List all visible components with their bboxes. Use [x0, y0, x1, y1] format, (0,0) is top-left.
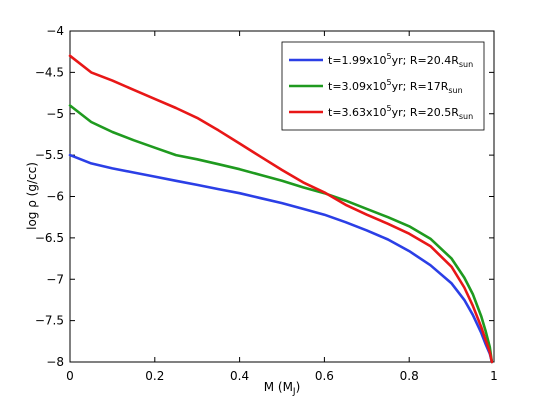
y-tick-label: −5	[46, 107, 64, 121]
legend-label-main: t=1.99x10	[328, 54, 387, 67]
legend-label: t=3.63x105yr; R=20.5Rsun	[328, 104, 473, 121]
x-axis-label-sub: J	[292, 387, 296, 397]
x-axis-label: M (MJ)	[264, 380, 301, 397]
x-tick-label: 0.6	[315, 369, 334, 383]
legend-label-rest: yr; R=20.5R	[392, 106, 460, 119]
legend-label-sub: sun	[448, 86, 462, 95]
legend-label-main: t=3.09x10	[328, 80, 387, 93]
y-tick-label: −6	[46, 190, 64, 204]
y-tick-label: −4	[46, 24, 64, 38]
x-tick-label: 1	[490, 369, 498, 383]
y-tick-label: −7.5	[35, 314, 64, 328]
axis-ticks: 0 0.2 0.4 0.6 0.8 1 −8 −7.5 −7 −6.5 −6 −5.5 −5 −4.5 −4	[35, 24, 498, 383]
series-line-3	[68, 54, 494, 364]
legend-label: t=3.09x105yr; R=17Rsun	[328, 78, 463, 95]
legend-label-sub: sun	[459, 112, 473, 121]
legend-item-1: t=1.99x105yr; R=20.4Rsun	[289, 52, 473, 69]
y-tick-label: −7	[46, 272, 64, 286]
series-lines	[68, 54, 494, 364]
y-tick-label: −4.5	[35, 65, 64, 79]
legend-label: t=1.99x105yr; R=20.4Rsun	[328, 52, 473, 69]
legend-label-sub: sun	[459, 60, 473, 69]
legend-label-rest: yr; R=20.4R	[392, 54, 460, 67]
legend-label-sup: 5	[387, 78, 392, 87]
x-tick-label: 0	[66, 369, 74, 383]
legend-label-main: t=3.63x10	[328, 106, 387, 119]
x-tick-label: 0.4	[230, 369, 249, 383]
y-tick-label: −8	[46, 355, 64, 369]
legend-label-sup: 5	[387, 104, 392, 113]
y-tick-label: −5.5	[35, 148, 64, 162]
x-axis-label-main: M (M	[264, 380, 293, 394]
y-axis-label: log ρ (g/cc)	[25, 162, 39, 230]
legend-item-2: t=3.09x105yr; R=17Rsun	[289, 78, 463, 95]
legend-label-sup: 5	[387, 52, 392, 61]
x-axis-label-close: )	[296, 380, 301, 394]
series-line-1	[68, 153, 494, 364]
x-tick-label: 0.8	[400, 369, 419, 383]
legend-label-rest: yr; R=17R	[392, 80, 449, 93]
y-tick-label: −6.5	[35, 231, 64, 245]
x-tick-label: 0.2	[145, 369, 164, 383]
legend-item-3: t=3.63x105yr; R=20.5Rsun	[289, 104, 473, 121]
